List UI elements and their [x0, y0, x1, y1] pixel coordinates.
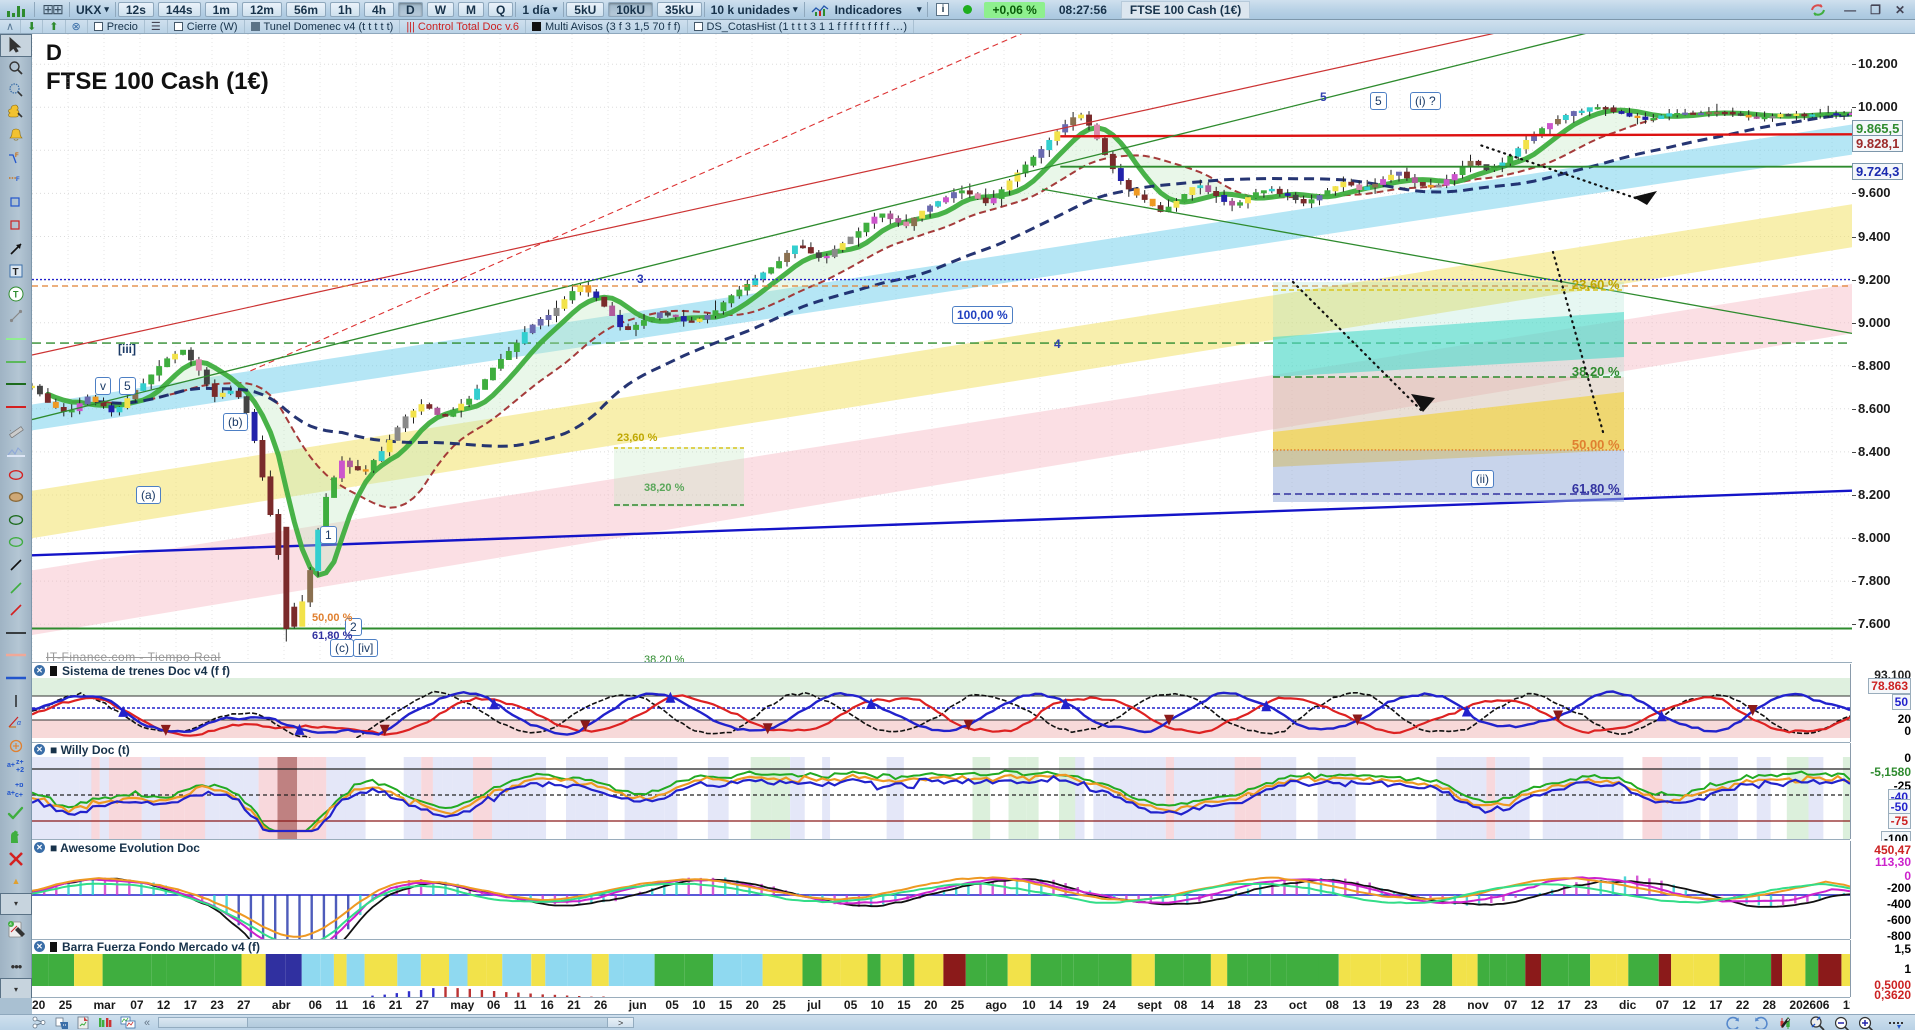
svg-text:T: T — [13, 289, 19, 299]
svg-text:+b: +b — [15, 783, 23, 789]
svg-text:z+: z+ — [16, 760, 24, 766]
svg-text:F: F — [16, 177, 20, 183]
svg-text:a+: a+ — [7, 762, 15, 769]
svg-text:a+: a+ — [7, 790, 15, 797]
svg-text:α: α — [17, 720, 22, 727]
svg-text:+2: +2 — [16, 767, 24, 774]
svg-text:c+: c+ — [15, 792, 23, 799]
svg-text:T: T — [13, 267, 19, 278]
svg-text:F: F — [15, 153, 19, 159]
